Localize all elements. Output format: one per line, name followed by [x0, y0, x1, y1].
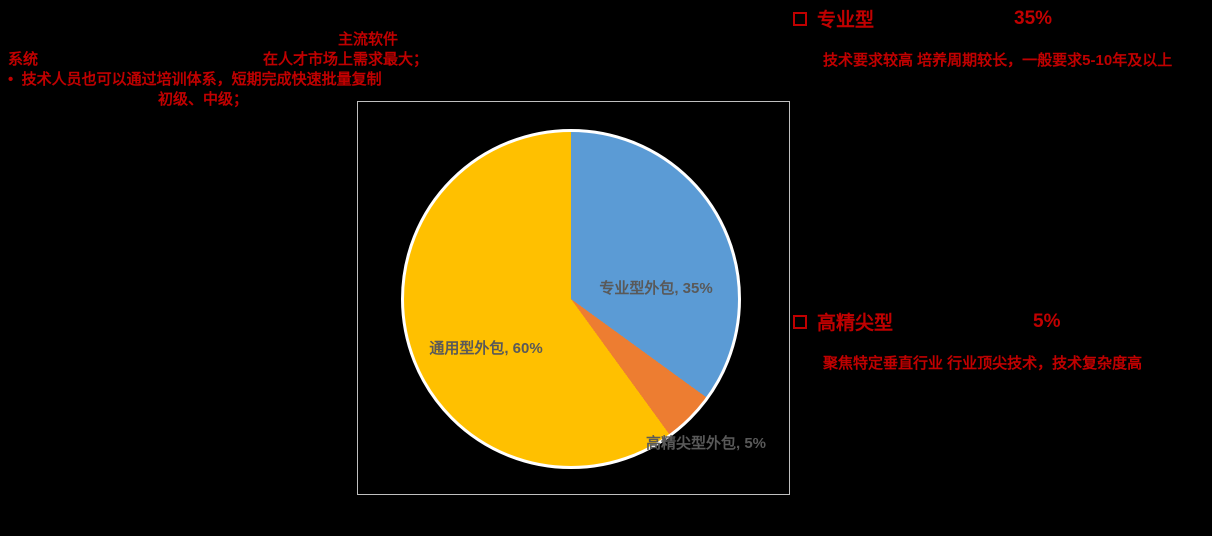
slide-container: 主流软件 系统 在人才市场上需求最大； • 技术人员也可以通过培训体系，短期完成… — [0, 0, 1212, 536]
pie-label-professional: 专业型外包, 35% — [586, 279, 726, 298]
pie-chart-shape — [401, 129, 741, 469]
bullet-icon-professional — [793, 12, 807, 26]
pie-chart: 专业型外包, 35% 通用型外包, 60% 高精尖型外包, 5% — [401, 129, 741, 469]
pie-chart-frame: 专业型外包, 35% 通用型外包, 60% 高精尖型外包, 5% — [357, 101, 790, 495]
info-header-hightech: 高精尖型 5% — [793, 308, 1193, 335]
info-desc-hightech: 聚焦特定垂直行业 行业顶尖技术，技术复杂度高 — [823, 353, 1203, 374]
annotation-line-d: • 技术人员也可以通过培训体系，短期完成快速批量复制 — [8, 70, 768, 89]
info-header-professional: 专业型 35% — [793, 5, 1193, 32]
info-percent-professional: 35% — [1014, 8, 1052, 30]
info-desc-professional: 技术要求较高 培养周期较长，一般要求5-10年及以上 — [823, 50, 1203, 71]
info-block-professional: 专业型 35% 技术要求较高 培养周期较长，一般要求5-10年及以上 — [793, 5, 1193, 71]
info-title-professional: 专业型 — [817, 5, 874, 32]
info-block-hightech: 高精尖型 5% 聚焦特定垂直行业 行业顶尖技术，技术复杂度高 — [793, 308, 1193, 374]
info-title-hightech: 高精尖型 — [817, 308, 893, 335]
pie-label-hightech: 高精尖型外包, 5% — [626, 434, 786, 453]
pie-label-general: 通用型外包, 60% — [416, 339, 556, 358]
bullet-icon-hightech — [793, 315, 807, 329]
info-percent-hightech: 5% — [1033, 311, 1060, 333]
